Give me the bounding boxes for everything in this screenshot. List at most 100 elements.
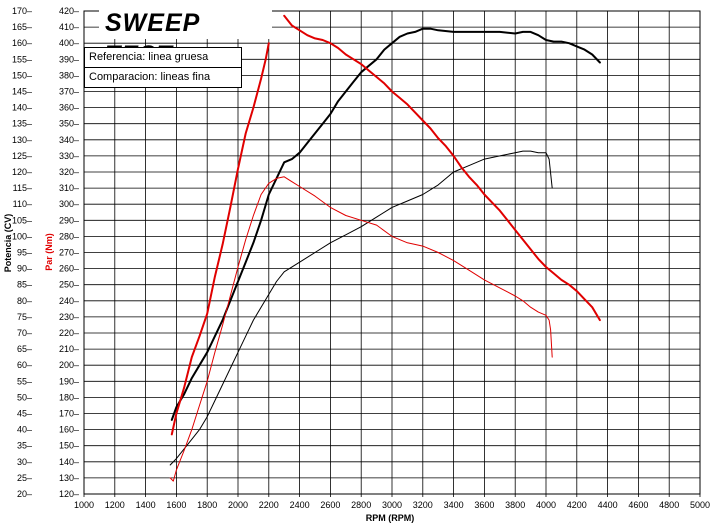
left-tick-label: 95–: [17, 248, 32, 258]
left-tick-label: 55–: [17, 376, 32, 386]
x-tick-label: 4000: [536, 500, 556, 510]
right-tick-label: 310–: [59, 183, 79, 193]
right-axis-ticks: 120– 130– 140– 150– 160– 170– 180– 190– 200– 210–…: [59, 6, 79, 499]
x-tick-label: 4400: [598, 500, 618, 510]
right-tick-label: 140–: [59, 457, 79, 467]
left-tick-label: 60–: [17, 360, 32, 370]
right-tick-label: 180–: [59, 392, 79, 402]
legend: Referencia: linea gruesa Comparacion: li…: [84, 47, 242, 88]
x-tick-label: 4800: [659, 500, 679, 510]
left-tick-label: 150–: [12, 70, 32, 80]
right-tick-label: 390–: [59, 54, 79, 64]
left-tick-label: 80–: [17, 296, 32, 306]
left-tick-label: 125–: [12, 151, 32, 161]
legend-entry-reference: Referencia: linea gruesa: [89, 51, 209, 63]
x-tick-label: 1000: [74, 500, 94, 510]
left-tick-label: 130–: [12, 135, 32, 145]
x-tick-label: 2000: [228, 500, 248, 510]
chart-title: SWEEP TEST: [99, 7, 272, 69]
right-tick-label: 250–: [59, 280, 79, 290]
left-tick-label: 50–: [17, 392, 32, 402]
left-axis-ticks: 20– 25– 30– 35– 40– 45– 50– 55– 60– 65– 70– 75– 80– 8…: [12, 6, 32, 499]
left-tick-label: 105–: [12, 215, 32, 225]
left-tick-label: 20–: [17, 489, 32, 499]
x-tick-label: 2600: [320, 500, 340, 510]
left-tick-label: 145–: [12, 87, 32, 97]
left-tick-label: 75–: [17, 312, 32, 322]
left-tick-label: 160–: [12, 38, 32, 48]
left-tick-label: 30–: [17, 457, 32, 467]
left-tick-label: 35–: [17, 441, 32, 451]
left-tick-label: 155–: [12, 54, 32, 64]
x-tick-label: 3800: [505, 500, 525, 510]
x-tick-label: 3400: [444, 500, 464, 510]
x-tick-label: 2400: [290, 500, 310, 510]
right-tick-label: 380–: [59, 70, 79, 80]
left-tick-label: 65–: [17, 344, 32, 354]
right-tick-label: 170–: [59, 409, 79, 419]
right-tick-label: 410–: [59, 22, 79, 32]
left-tick-label: 110–: [13, 199, 32, 209]
chart-grid: [83, 10, 701, 495]
x-tick-label: 2200: [259, 500, 279, 510]
right-tick-label: 230–: [59, 312, 79, 322]
x-tick-label: 5000: [690, 500, 710, 510]
left-tick-label: 85–: [17, 280, 32, 290]
legend-entry-comparison: Comparacion: lineas fina: [85, 67, 241, 87]
x-tick-label: 3600: [474, 500, 494, 510]
left-tick-label: 165–: [12, 22, 32, 32]
right-tick-label: 200–: [59, 360, 79, 370]
left-tick-label: 135–: [12, 119, 32, 129]
left-tick-label: 40–: [17, 425, 32, 435]
x-tick-label: 3200: [413, 500, 433, 510]
right-tick-label: 420–: [59, 6, 79, 16]
right-tick-label: 190–: [59, 376, 79, 386]
right-tick-label: 280–: [59, 231, 79, 241]
x-tick-label: 4200: [567, 500, 587, 510]
right-tick-label: 260–: [59, 264, 79, 274]
left-tick-label: 100–: [12, 231, 32, 241]
right-tick-label: 270–: [59, 248, 79, 258]
left-tick-label: 25–: [17, 473, 32, 483]
x-tick-label: 1600: [166, 500, 186, 510]
right-tick-label: 210–: [59, 344, 79, 354]
right-tick-label: 290–: [59, 215, 79, 225]
series-line-0: [170, 27, 601, 421]
x-tick-label: 1200: [105, 500, 125, 510]
y-axis-label-left: Potencia (CV): [3, 214, 13, 273]
x-tick-label: 4600: [628, 500, 648, 510]
right-tick-label: 240–: [59, 296, 79, 306]
left-tick-label: 140–: [12, 103, 32, 113]
left-tick-label: 120–: [12, 167, 32, 177]
right-tick-label: 400–: [59, 38, 79, 48]
x-axis-ticks: 1000 1200 1400 1600 1800 2000 2200 2400 2600 2800…: [74, 494, 710, 510]
left-tick-label: 90–: [17, 264, 32, 274]
left-tick-label: 70–: [17, 328, 32, 338]
left-tick-label: 170–: [12, 6, 32, 16]
right-tick-label: 340–: [59, 135, 79, 145]
x-tick-label: 1800: [197, 500, 217, 510]
right-tick-label: 130–: [59, 473, 79, 483]
right-tick-label: 160–: [59, 425, 79, 435]
series-layer: [169, 14, 601, 482]
left-tick-label: 45–: [17, 409, 32, 419]
right-tick-label: 360–: [59, 103, 79, 113]
right-tick-label: 220–: [59, 328, 79, 338]
x-tick-label: 1400: [136, 500, 156, 510]
series-line-3: [283, 14, 601, 322]
right-tick-label: 330–: [59, 151, 79, 161]
right-tick-label: 120–: [59, 489, 79, 499]
x-axis-label: RPM (RPM): [366, 513, 415, 523]
series-line-1: [169, 150, 553, 466]
right-tick-label: 350–: [59, 119, 79, 129]
left-tick-label: 115–: [13, 183, 32, 193]
x-tick-label: 3000: [382, 500, 402, 510]
x-tick-label: 2800: [351, 500, 371, 510]
right-tick-label: 370–: [59, 87, 79, 97]
series-line-2: [170, 42, 270, 436]
right-tick-label: 320–: [59, 167, 79, 177]
series-line-4: [169, 176, 553, 482]
y-axis-label-right: Par (Nm): [44, 233, 54, 271]
right-tick-label: 300–: [59, 199, 79, 209]
